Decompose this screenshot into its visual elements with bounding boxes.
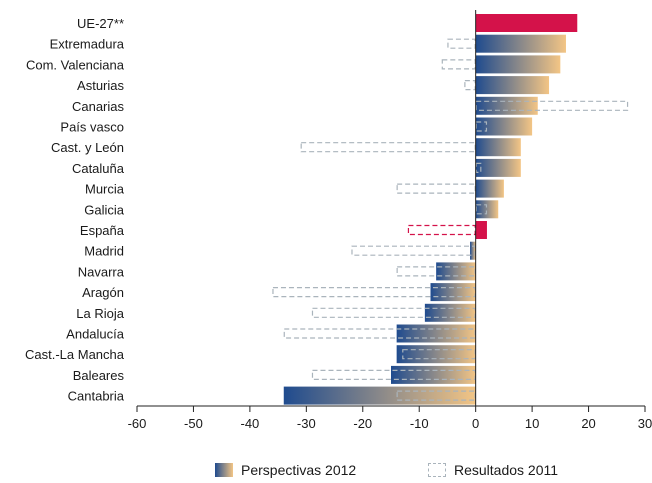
legend-item-resultados: Resultados 2011: [428, 462, 558, 478]
bar-perspectivas-galicia: [475, 200, 499, 219]
bar-perspectivas-madrid: [470, 241, 476, 260]
category-label-asturias: Asturias: [77, 78, 124, 93]
category-label-ue-27: UE-27**: [77, 16, 124, 31]
category-label-murcia: Murcia: [85, 182, 125, 197]
category-label-madrid: Madrid: [84, 244, 124, 259]
category-label-aragón: Aragón: [82, 285, 124, 300]
x-tick-label--10: -10: [410, 416, 429, 431]
x-tick-label--20: -20: [353, 416, 372, 431]
legend-label-perspectivas: Perspectivas 2012: [241, 462, 357, 478]
bar-perspectivas-asturias: [475, 76, 550, 95]
bar-perspectivas-cataluña: [475, 158, 521, 177]
bar-resultados-madrid: [351, 245, 476, 256]
category-label-galicia: Galicia: [84, 202, 125, 217]
category-label-españa: España: [80, 223, 125, 238]
x-tick-label--50: -50: [184, 416, 203, 431]
bar-resultados-asturias: [464, 79, 476, 91]
bar-perspectivas-aragón: [430, 283, 476, 302]
bar-resultados-españa: [407, 224, 476, 236]
bar-perspectivas-navarra: [436, 262, 476, 281]
bar-perspectivas-andalucía: [396, 324, 476, 343]
legend: Perspectivas 2012 Resultados 2011: [0, 462, 652, 482]
x-tick-label-20: 20: [581, 416, 595, 431]
bar-perspectivas-extremadura: [475, 34, 566, 53]
series-resultados-2011: [272, 17, 629, 401]
bar-resultados-la-rioja: [311, 307, 476, 318]
axes: -60 -50 -40 -30 -20 -10 0 10 20 30: [128, 10, 652, 431]
bar-perspectivas-ue-27: [475, 14, 578, 32]
bar-resultados-aragón: [272, 287, 476, 298]
bar-resultados-cast-y-león: [300, 142, 476, 153]
bar-resultados-com-valenciana: [441, 59, 476, 70]
category-label-cataluña: Cataluña: [72, 161, 125, 176]
bar-perspectivas-murcia: [475, 179, 504, 198]
bar-perspectivas-canarias: [475, 96, 538, 115]
bar-resultados-extremadura: [447, 38, 476, 49]
x-tick-label--40: -40: [240, 416, 259, 431]
bar-resultados-baleares: [311, 369, 476, 380]
category-label-andalucía: Andalucía: [66, 327, 125, 342]
legend-dashed-swatch: [428, 463, 446, 477]
category-label-país-vasco: País vasco: [60, 120, 124, 135]
bar-resultados-cataluña: [475, 162, 482, 173]
x-tick-label--60: -60: [128, 416, 147, 431]
category-label-navarra: Navarra: [78, 264, 125, 279]
category-labels: UE-27** Extremadura Com. Valenciana Asturia…: [25, 16, 125, 404]
bar-perspectivas-país-vasco: [475, 117, 533, 136]
bar-perspectivas-cantabria: [283, 386, 476, 405]
bar-perspectivas-españa: [475, 221, 487, 239]
bar-resultados-murcia: [396, 183, 476, 194]
legend-label-resultados: Resultados 2011: [454, 462, 559, 478]
bar-perspectivas-cast-la-mancha: [396, 345, 476, 364]
bar-perspectivas-la-rioja: [424, 303, 476, 322]
legend-gradient-swatch: [215, 463, 233, 477]
category-label-canarias: Canarias: [72, 99, 125, 114]
bar-perspectivas-cast-y-león: [475, 138, 521, 157]
x-tick-label-30: 30: [638, 416, 652, 431]
category-label-la-rioja: La Rioja: [76, 306, 124, 321]
category-label-baleares: Baleares: [73, 368, 125, 383]
category-label-cast-y-león: Cast. y León: [51, 140, 124, 155]
legend-item-perspectivas: Perspectivas 2012: [215, 462, 356, 478]
category-label-com-valenciana: Com. Valenciana: [26, 57, 125, 72]
bar-perspectivas-baleares: [391, 365, 476, 384]
x-tick-label-10: 10: [525, 416, 539, 431]
bar-perspectivas-com-valenciana: [475, 55, 561, 74]
category-label-cast-la-mancha: Cast.-La Mancha: [25, 347, 125, 362]
x-tick-label-0: 0: [472, 416, 479, 431]
category-label-extremadura: Extremadura: [50, 37, 125, 52]
series-perspectivas-2012: [283, 14, 578, 405]
x-tick-label--30: -30: [297, 416, 316, 431]
category-label-cantabria: Cantabria: [68, 389, 125, 404]
